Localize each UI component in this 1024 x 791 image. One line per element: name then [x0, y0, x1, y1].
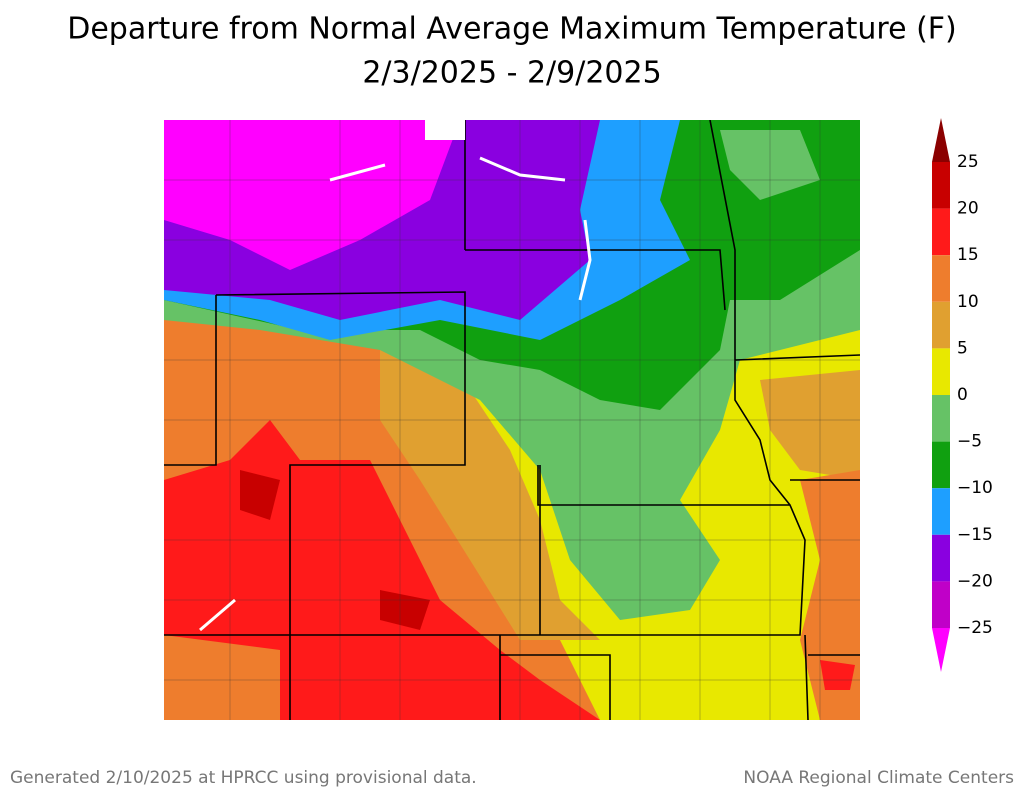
region-dark-red — [240, 470, 430, 630]
footer-right: NOAA Regional Climate Centers — [743, 768, 1014, 788]
county-lines — [164, 120, 860, 720]
colorbar-bin — [932, 162, 950, 209]
legend-label: −10 — [957, 478, 993, 498]
legend-label: −20 — [957, 571, 993, 591]
region-magenta — [164, 120, 460, 270]
legend-label: 25 — [957, 152, 979, 172]
title: Departure from Normal Average Maximum Te… — [67, 12, 957, 47]
subtitle: 2/3/2025 - 2/9/2025 — [362, 56, 661, 91]
colorbar-arrow — [932, 118, 950, 162]
legend-label: 15 — [957, 245, 979, 265]
colorbar-bin — [932, 348, 950, 395]
state-borders — [164, 120, 860, 720]
region-red — [820, 660, 855, 690]
colorbar-arrow — [932, 628, 950, 672]
colorbar-bin — [932, 301, 950, 349]
region-light-orange — [380, 350, 600, 640]
colorbar-bin — [932, 395, 950, 442]
colorbar-bin — [932, 208, 950, 256]
lakes — [199, 156, 592, 632]
legend-label: −15 — [957, 525, 993, 545]
legend-label: 0 — [957, 385, 968, 405]
footer-left: Generated 2/10/2025 at HPRCC using provi… — [10, 768, 477, 788]
colorbar-bin — [932, 581, 950, 628]
legend-label: −25 — [957, 618, 993, 638]
map-gap — [425, 120, 465, 140]
map — [164, 120, 860, 720]
colorbar-bin — [932, 534, 950, 582]
legend: 25 20 15 10 5 0 −5 −10 −15 −20 −25 — [932, 118, 993, 672]
legend-label: 20 — [957, 199, 979, 219]
colorbar-bin — [932, 255, 950, 302]
legend-label: 5 — [957, 338, 968, 358]
colorbar-bin — [932, 488, 950, 535]
colorbar-bin — [932, 441, 950, 489]
legend-label: 10 — [957, 292, 979, 312]
legend-label: −5 — [957, 432, 982, 452]
region-orange — [164, 635, 280, 720]
region-orange — [800, 470, 860, 720]
region-light-orange — [760, 370, 860, 480]
